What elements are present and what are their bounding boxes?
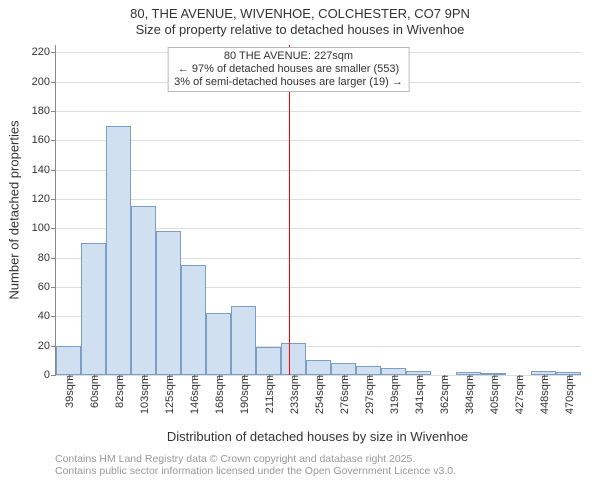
ytick-label: 60 — [38, 281, 56, 293]
ytick-label: 200 — [32, 76, 56, 88]
xtick-label: 405sqm — [487, 375, 501, 414]
ytick-label: 140 — [32, 164, 56, 176]
footer-line-1: Contains HM Land Registry data © Crown c… — [55, 453, 456, 465]
xtick-label: 470sqm — [562, 375, 576, 414]
ytick-label: 20 — [38, 340, 56, 352]
title-line-2: Size of property relative to detached ho… — [0, 22, 600, 38]
annotation-line: ← 97% of detached houses are smaller (55… — [174, 63, 403, 76]
histogram-bar — [231, 306, 255, 375]
histogram-bar — [56, 346, 80, 375]
histogram-bar — [331, 363, 355, 375]
title-block: 80, THE AVENUE, WIVENHOE, COLCHESTER, CO… — [0, 6, 600, 38]
xtick-label: 211sqm — [262, 375, 276, 413]
ytick-label: 220 — [32, 46, 56, 58]
xtick-label: 319sqm — [387, 375, 401, 414]
xtick-label: 60sqm — [87, 375, 101, 408]
chart-container: 80, THE AVENUE, WIVENHOE, COLCHESTER, CO… — [0, 0, 600, 500]
xtick-label: 341sqm — [412, 375, 426, 414]
histogram-bar — [281, 343, 305, 375]
plot-area: 02040608010012014016018020022039sqm60sqm… — [55, 45, 581, 376]
reference-line — [289, 45, 290, 375]
histogram-bar — [206, 313, 230, 375]
histogram-bar — [256, 347, 280, 375]
xtick-label: 297sqm — [362, 375, 376, 414]
xtick-label: 103sqm — [137, 375, 151, 414]
annotation-line: 80 THE AVENUE: 227sqm — [174, 50, 403, 63]
xtick-label: 39sqm — [62, 375, 76, 408]
histogram-bar — [181, 265, 205, 375]
histogram-bar — [356, 366, 380, 375]
gridline — [56, 199, 581, 200]
xtick-label: 427sqm — [512, 375, 526, 414]
ytick-label: 0 — [44, 369, 56, 381]
ytick-label: 40 — [38, 310, 56, 322]
xtick-label: 168sqm — [212, 375, 226, 414]
histogram-bar — [106, 126, 130, 375]
histogram-bar — [81, 243, 105, 375]
ytick-label: 120 — [32, 193, 56, 205]
gridline — [56, 170, 581, 171]
ytick-label: 180 — [32, 105, 56, 117]
ytick-label: 100 — [32, 222, 56, 234]
xtick-label: 233sqm — [287, 375, 301, 414]
ytick-label: 160 — [32, 134, 56, 146]
annotation-line: 3% of semi-detached houses are larger (1… — [174, 76, 403, 89]
xtick-label: 190sqm — [237, 375, 251, 414]
xtick-label: 254sqm — [312, 375, 326, 414]
xtick-label: 82sqm — [112, 375, 126, 408]
xtick-label: 362sqm — [437, 375, 451, 414]
histogram-bar — [131, 206, 155, 375]
footer-attribution: Contains HM Land Registry data © Crown c… — [55, 453, 456, 477]
xtick-label: 448sqm — [537, 375, 551, 414]
y-axis-label: Number of detached properties — [7, 120, 22, 299]
xtick-label: 384sqm — [462, 375, 476, 414]
annotation-box: 80 THE AVENUE: 227sqm← 97% of detached h… — [167, 47, 410, 92]
title-line-1: 80, THE AVENUE, WIVENHOE, COLCHESTER, CO… — [0, 6, 600, 22]
gridline — [56, 111, 581, 112]
histogram-bar — [156, 231, 180, 375]
xtick-label: 146sqm — [187, 375, 201, 414]
gridline — [56, 140, 581, 141]
histogram-bar — [306, 360, 330, 375]
footer-line-2: Contains public sector information licen… — [55, 465, 456, 477]
histogram-bar — [381, 368, 405, 375]
xtick-label: 276sqm — [337, 375, 351, 414]
xtick-label: 125sqm — [162, 375, 176, 414]
x-axis-label: Distribution of detached houses by size … — [167, 429, 468, 444]
ytick-label: 80 — [38, 252, 56, 264]
